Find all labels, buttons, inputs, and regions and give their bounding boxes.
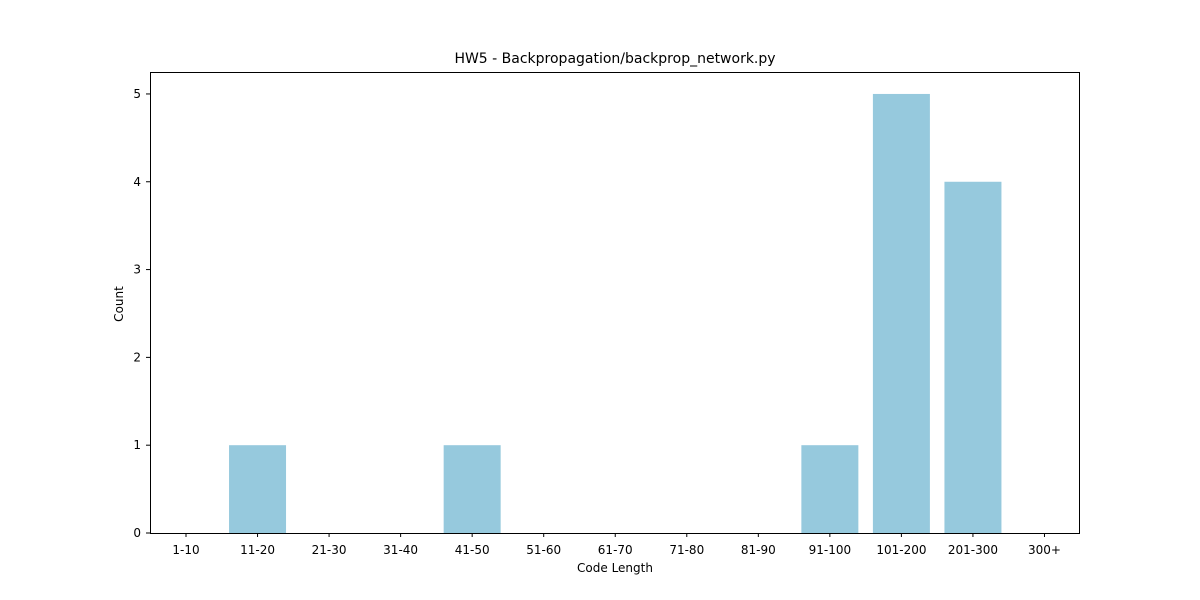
bar-91-100 (801, 445, 859, 533)
chart-title: HW5 - Backpropagation/backprop_network.p… (454, 51, 775, 67)
bar-201-300 (944, 181, 1002, 533)
x-tick-label: 71-80 (669, 543, 704, 557)
y-tick-label: 0 (133, 526, 141, 540)
x-tick-label: 51-60 (526, 543, 561, 557)
x-tick-label: 201-300 (948, 543, 998, 557)
bar-11-20 (229, 445, 287, 533)
y-tick-label: 2 (133, 350, 141, 364)
bar-41-50 (443, 445, 501, 533)
x-tick-label: 300+ (1028, 543, 1061, 557)
x-tick-label: 101-200 (876, 543, 926, 557)
bar-101-200 (872, 93, 930, 533)
x-tick-label: 81-90 (741, 543, 776, 557)
x-tick-label: 91-100 (809, 543, 852, 557)
x-tick-label: 1-10 (172, 543, 199, 557)
y-tick-label: 5 (133, 87, 141, 101)
y-ticks: 0 1 2 3 4 5 (133, 87, 150, 540)
x-ticks: 1-10 11-20 21-30 31-40 41-50 51-60 61-70 71-80 8… (172, 533, 1061, 557)
x-tick-label: 41-50 (455, 543, 490, 557)
x-tick-label: 61-70 (598, 543, 633, 557)
x-tick-label: 21-30 (312, 543, 347, 557)
y-tick-label: 1 (133, 438, 141, 452)
y-tick-label: 4 (133, 175, 141, 189)
x-axis-label: Code Length (577, 561, 653, 575)
x-tick-label: 11-20 (240, 543, 275, 557)
y-tick-label: 3 (133, 263, 141, 277)
y-axis-label: Count (112, 286, 126, 322)
x-tick-label: 31-40 (383, 543, 418, 557)
plot-frame (150, 72, 1080, 534)
bars-group (229, 93, 1002, 533)
